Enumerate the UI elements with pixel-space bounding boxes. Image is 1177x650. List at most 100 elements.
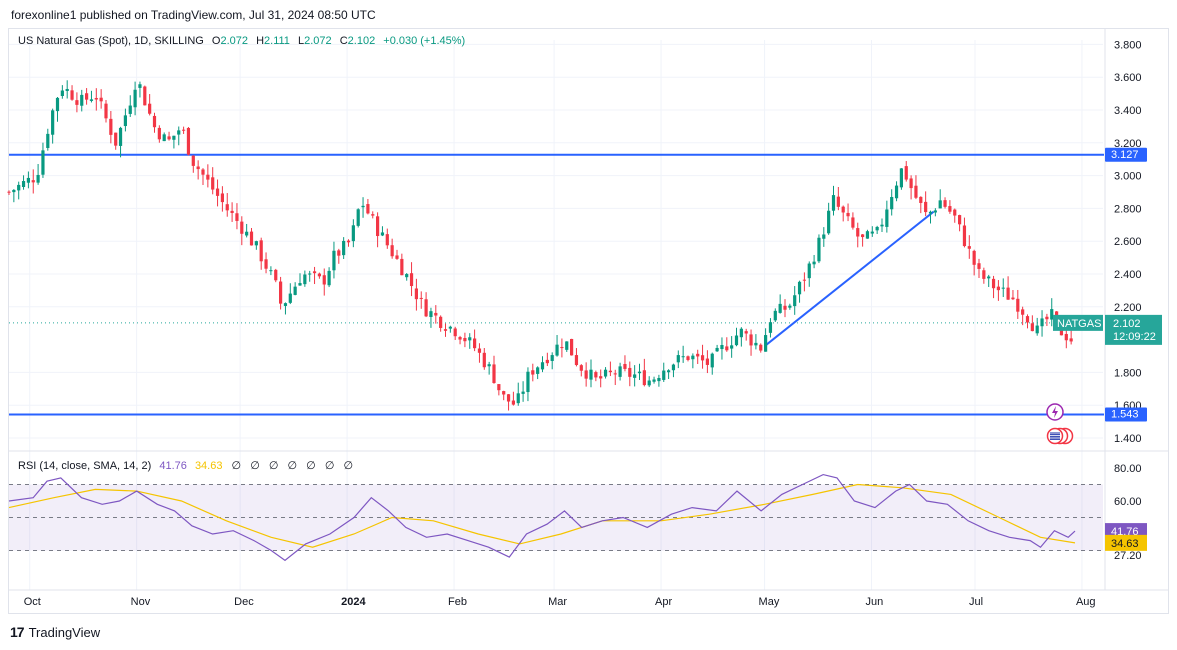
candle-body bbox=[744, 331, 748, 334]
candle-body bbox=[308, 273, 312, 275]
change-value: +0.030 (+1.45%) bbox=[383, 35, 466, 47]
candle-body bbox=[836, 196, 840, 207]
candle-body bbox=[409, 273, 414, 287]
candle-body bbox=[759, 344, 763, 351]
candle-body bbox=[793, 295, 797, 307]
grid-lines bbox=[8, 28, 1168, 591]
rsi-tick-label: 27.20 bbox=[1114, 550, 1142, 562]
candle-body bbox=[676, 355, 680, 363]
candle-body bbox=[637, 371, 642, 374]
rsi-sma-badge-bg bbox=[1105, 534, 1147, 551]
price-tick-label: 1.800 bbox=[1114, 367, 1142, 379]
candle-body bbox=[739, 328, 743, 338]
candle-body bbox=[468, 337, 472, 341]
candle-body bbox=[618, 366, 622, 377]
candle-body bbox=[12, 189, 16, 193]
tradingview-logo-icon: 17 bbox=[10, 624, 25, 640]
candles bbox=[7, 80, 1073, 411]
time-tick-label: Dec bbox=[234, 596, 254, 608]
candle-body bbox=[924, 201, 928, 213]
candle-body bbox=[51, 110, 55, 135]
candle-body bbox=[899, 168, 903, 188]
candle-body bbox=[385, 234, 389, 246]
candle-body bbox=[143, 86, 147, 106]
candle-body bbox=[109, 118, 113, 135]
candle-body bbox=[327, 270, 331, 286]
time-tick-label: Jun bbox=[866, 596, 884, 608]
candle-body bbox=[657, 377, 661, 382]
price-tick-label: 2.800 bbox=[1114, 203, 1142, 215]
na-value: ∅ bbox=[231, 460, 242, 472]
candle-body bbox=[322, 275, 326, 285]
publisher-line: forexonline1 published on TradingView.co… bbox=[11, 8, 376, 22]
candle-body bbox=[1016, 298, 1020, 312]
candle-body bbox=[366, 204, 370, 214]
candle-body bbox=[550, 355, 554, 361]
candle-body bbox=[1001, 287, 1005, 289]
candle-body bbox=[560, 347, 564, 349]
candle-body bbox=[80, 94, 84, 106]
candle-body bbox=[138, 84, 142, 88]
candle-body bbox=[958, 215, 962, 225]
time-tick-label: Jul bbox=[969, 596, 983, 608]
candle-body bbox=[60, 90, 64, 96]
candle-body bbox=[1050, 309, 1054, 320]
candle-body bbox=[264, 259, 268, 269]
candle-body bbox=[317, 273, 321, 277]
candle-body bbox=[162, 134, 166, 142]
candle-body bbox=[540, 362, 545, 370]
price-tick-label: 3.800 bbox=[1114, 39, 1142, 51]
candle-body bbox=[177, 130, 181, 135]
rsi-line bbox=[8, 473, 1076, 562]
candle-body bbox=[186, 127, 191, 155]
candle-body bbox=[603, 369, 608, 377]
candle-body bbox=[196, 166, 200, 170]
candle-body bbox=[962, 225, 967, 247]
countdown-value: 12:09:22 bbox=[1113, 331, 1156, 343]
rsi-legend[interactable]: RSI (14, close, SMA, 14, 2) 41.76 34.63 … bbox=[18, 459, 353, 472]
candle-body bbox=[405, 274, 409, 278]
candle-body bbox=[972, 250, 976, 265]
candle-body bbox=[443, 329, 448, 331]
candle-body bbox=[380, 232, 385, 236]
candle-body bbox=[880, 224, 884, 227]
candle-body bbox=[506, 394, 511, 402]
candle-body bbox=[376, 216, 380, 237]
candle-body bbox=[31, 180, 35, 183]
candle-body bbox=[172, 135, 176, 140]
time-axis: Oct Nov Dec 2024 Feb Mar Apr May Jun Jul Aug bbox=[24, 596, 1096, 608]
price-tick-label: 2.600 bbox=[1114, 236, 1142, 248]
candle-body bbox=[599, 376, 603, 379]
candle-body bbox=[1064, 333, 1068, 341]
candle-body bbox=[686, 356, 690, 360]
candle-body bbox=[856, 228, 860, 237]
candle-body bbox=[65, 88, 69, 92]
candle-body bbox=[152, 115, 157, 128]
candle-body bbox=[948, 206, 952, 212]
candle-body bbox=[400, 258, 404, 276]
candle-body bbox=[662, 370, 666, 380]
candle-body bbox=[870, 231, 874, 234]
price-axis: 3.800 3.600 3.400 3.200 3.000 2.800 2.600 2.400… bbox=[1114, 39, 1142, 562]
rsi-sma-badge: 34.63 bbox=[1111, 538, 1139, 550]
candle-body bbox=[526, 371, 530, 393]
candle-body bbox=[419, 297, 423, 299]
candle-body bbox=[453, 328, 457, 337]
candle-body bbox=[875, 226, 879, 231]
candle-body bbox=[594, 372, 598, 378]
candle-body bbox=[448, 326, 452, 329]
candle-body bbox=[991, 278, 996, 289]
open-label: O bbox=[211, 35, 221, 47]
candle-body bbox=[691, 355, 695, 360]
candle-body bbox=[545, 359, 549, 364]
candle-body bbox=[764, 335, 768, 352]
symbol-legend[interactable]: US Natural Gas (Spot), 1D, SKILLING O2.0… bbox=[18, 35, 465, 47]
candle-body bbox=[851, 217, 855, 228]
tradingview-footer[interactable]: 17 TradingView bbox=[10, 624, 100, 640]
na-value: ∅ bbox=[343, 460, 354, 472]
candle-body bbox=[1006, 287, 1010, 300]
candle-body bbox=[502, 391, 506, 395]
candle-body bbox=[705, 358, 709, 365]
